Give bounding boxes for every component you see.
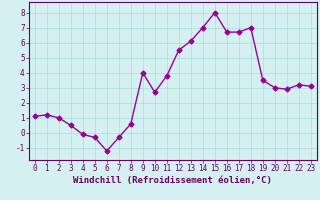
X-axis label: Windchill (Refroidissement éolien,°C): Windchill (Refroidissement éolien,°C) [73,176,272,185]
